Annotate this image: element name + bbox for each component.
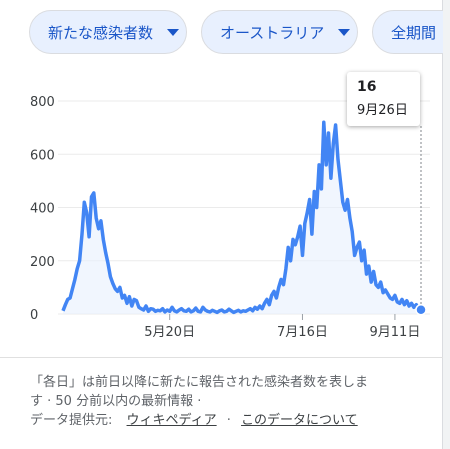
footer-note-line-2: す · 50 分前以内の最新情報 · — [30, 394, 202, 409]
filter-bar: 新たな感染者数 オーストラリア 全期間 — [0, 0, 443, 64]
cases-line — [61, 120, 422, 315]
period-dropdown[interactable]: 全期間 — [372, 10, 443, 54]
divider — [0, 357, 443, 358]
metric-dropdown-label: 新たな感染者数 — [48, 23, 154, 42]
footer-note-line-1: 「各日」は前日以降に新たに報告された感染者数を表しま — [30, 375, 369, 390]
region-dropdown[interactable]: オーストラリア — [201, 10, 358, 54]
tooltip-value: 16 — [357, 79, 377, 95]
x-tick-label: 9月11日 — [370, 325, 421, 340]
chevron-down-icon — [338, 28, 351, 36]
chart-footer: 「各日」は前日以降に新たに報告された感染者数を表しま す · 50 分前以内の最… — [30, 373, 440, 430]
cases-area — [63, 122, 421, 314]
y-tick-label: 200 — [30, 255, 55, 270]
x-axis: 5月20日 7月16日 9月11日 — [144, 314, 420, 340]
y-tick-label: 400 — [30, 202, 55, 217]
region-dropdown-label: オーストラリア — [220, 23, 325, 42]
hover-point[interactable] — [415, 303, 427, 316]
separator: · — [226, 413, 231, 428]
chevron-down-icon — [167, 28, 180, 36]
page-edge — [443, 0, 450, 449]
source-line: データ提供元: ウィキペディア · このデータについて — [30, 411, 440, 430]
y-axis: 0 200 400 600 800 — [30, 95, 55, 323]
y-tick-label: 800 — [30, 95, 55, 110]
x-tick-label: 5月20日 — [144, 325, 195, 340]
tooltip-date: 9月26日 — [357, 103, 408, 118]
cases-chart-svg[interactable]: 0 200 400 600 800 5月20日 7月16日 9月11日 — [0, 64, 443, 354]
y-tick-label: 0 — [30, 308, 38, 323]
about-data-link[interactable]: このデータについて — [241, 413, 358, 428]
metric-dropdown[interactable]: 新たな感染者数 — [29, 10, 187, 54]
source-label: データ提供元: — [30, 413, 113, 428]
y-tick-label: 600 — [30, 148, 55, 163]
data-points — [62, 122, 422, 313]
source-link[interactable]: ウィキペディア — [126, 413, 217, 428]
period-dropdown-label: 全期間 — [391, 23, 437, 42]
cases-chart[interactable]: 0 200 400 600 800 5月20日 7月16日 9月11日 — [0, 64, 443, 354]
x-tick-label: 7月16日 — [277, 325, 328, 340]
hover-tooltip: 16 9月26日 — [347, 72, 420, 126]
